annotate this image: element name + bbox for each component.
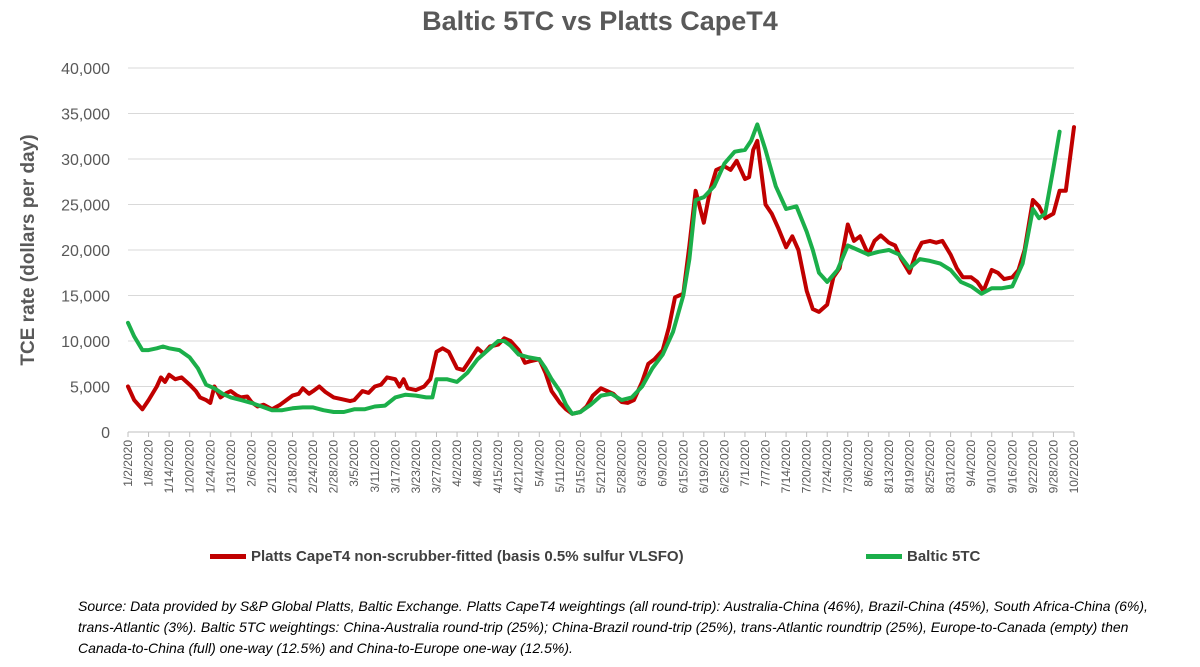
x-tick-label: 6/9/2020	[656, 440, 670, 487]
x-tick-label: 4/21/2020	[512, 440, 526, 494]
x-tick-label: 3/27/2020	[429, 440, 443, 494]
y-tick-label: 35,000	[61, 107, 110, 124]
x-tick-label: 6/3/2020	[635, 440, 649, 487]
x-tick-label: 6/15/2020	[676, 440, 690, 494]
x-tick-label: 8/13/2020	[882, 440, 896, 494]
series-line-platts-capet4	[126, 125, 1076, 416]
y-tick-label: 30,000	[61, 152, 110, 169]
chart-title: Baltic 5TC vs Platts CapeT4	[422, 6, 778, 36]
legend-swatch-baltic	[866, 554, 902, 559]
x-tick-label: 7/30/2020	[841, 440, 855, 494]
x-tick-label: 9/28/2020	[1046, 440, 1060, 494]
series-line-baltic-5tc	[126, 122, 1062, 416]
legend-entry-platts: Platts CapeT4 non-scrubber-fitted (basis…	[210, 548, 684, 565]
x-tick-label: 3/17/2020	[388, 440, 402, 494]
x-tick-label: 2/12/2020	[265, 440, 279, 494]
x-tick-label: 5/15/2020	[573, 440, 587, 494]
x-tick-label: 5/4/2020	[532, 440, 546, 487]
x-tick-label: 9/10/2020	[985, 440, 999, 494]
x-tick-label: 4/15/2020	[491, 440, 505, 494]
source-note: Source: Data provided by S&P Global Plat…	[78, 598, 1148, 656]
x-tick-label: 9/22/2020	[1026, 440, 1040, 494]
x-tick-label: 1/24/2020	[203, 440, 217, 494]
x-tick-labels: 1/2/2020 1/8/2020 1/14/2020 1/20/2020 1/24/2…	[121, 432, 1081, 493]
x-tick-label: 3/5/2020	[347, 440, 361, 487]
y-tick-label: 10,000	[61, 334, 110, 351]
x-tick-label: 8/6/2020	[861, 440, 875, 487]
x-tick-label: 7/24/2020	[820, 440, 834, 494]
x-tick-label: 9/4/2020	[964, 440, 978, 487]
gridlines	[128, 67, 1074, 433]
x-tick-label: 1/8/2020	[142, 440, 156, 487]
legend-label-platts: Platts CapeT4 non-scrubber-fitted (basis…	[251, 548, 684, 565]
y-tick-label: 0	[101, 425, 110, 442]
x-tick-label: 10/2/2020	[1067, 440, 1081, 494]
y-axis-label: TCE rate (dollars per day)	[18, 134, 39, 365]
x-tick-label: 7/7/2020	[759, 440, 773, 487]
series-lines	[126, 122, 1076, 416]
x-tick-label: 2/18/2020	[286, 440, 300, 494]
x-tick-label: 1/14/2020	[162, 440, 176, 494]
y-tick-label: 25,000	[61, 198, 110, 215]
legend-entry-baltic: Baltic 5TC	[866, 548, 980, 565]
x-tick-label: 3/11/2020	[368, 440, 382, 493]
x-tick-label: 1/31/2020	[224, 440, 238, 494]
y-tick-label: 20,000	[61, 243, 110, 260]
x-tick-label: 5/28/2020	[615, 440, 629, 494]
x-tick-label: 2/24/2020	[306, 440, 320, 494]
x-tick-label: 5/21/2020	[594, 440, 608, 494]
x-tick-label: 2/28/2020	[327, 440, 341, 494]
y-tick-label: 15,000	[61, 289, 110, 306]
x-tick-label: 8/31/2020	[944, 440, 958, 494]
x-tick-label: 7/1/2020	[738, 440, 752, 487]
x-tick-label: 3/23/2020	[409, 440, 423, 494]
x-tick-label: 7/14/2020	[779, 440, 793, 494]
y-tick-label: 40,000	[61, 61, 110, 78]
x-tick-label: 8/19/2020	[902, 440, 916, 494]
y-tick-labels: 0 5,000 10,000 15,000 20,000 25,000 30,000 35,0…	[61, 61, 110, 442]
x-tick-label: 9/16/2020	[1005, 440, 1019, 494]
y-tick-label: 5,000	[70, 380, 110, 397]
x-tick-label: 1/2/2020	[121, 440, 135, 487]
x-tick-label: 4/8/2020	[471, 440, 485, 487]
x-tick-label: 8/25/2020	[923, 440, 937, 494]
x-tick-label: 4/2/2020	[450, 440, 464, 487]
legend-swatch-platts	[210, 554, 246, 559]
x-tick-label: 1/20/2020	[183, 440, 197, 494]
x-tick-label: 6/25/2020	[717, 440, 731, 494]
x-tick-label: 5/11/2020	[553, 440, 567, 493]
x-tick-label: 7/20/2020	[800, 440, 814, 494]
x-tick-label: 6/19/2020	[697, 440, 711, 494]
legend-label-baltic: Baltic 5TC	[907, 548, 981, 565]
x-tick-label: 2/6/2020	[244, 440, 258, 487]
